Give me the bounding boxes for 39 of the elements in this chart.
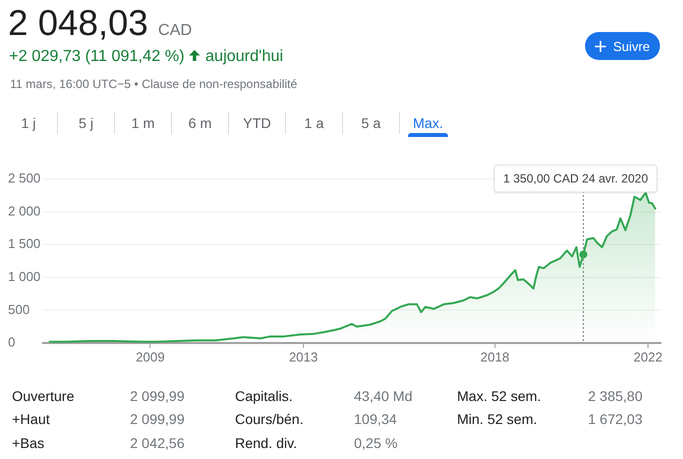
y-tick-label: 2 000 [8, 203, 41, 218]
ref-line-label: 1 350,00 CAD 24 avr. 2020 [503, 171, 648, 186]
text: 6 m [188, 114, 212, 130]
text: 0,25 % [354, 434, 398, 451]
text: 2 385,80 [588, 388, 642, 404]
text: +Bas [12, 434, 44, 451]
text: 5 j [78, 114, 94, 130]
x-tick-label: 2018 [480, 349, 510, 364]
x-tick-label: 2022 [634, 349, 662, 364]
text: 1 m [131, 114, 155, 130]
y-tick-label: 500 [8, 302, 30, 317]
text: Ouverture [12, 388, 74, 404]
text: 1 a [304, 114, 324, 130]
y-tick-label: 1 000 [8, 268, 41, 284]
text: 1 j [21, 114, 36, 130]
text: Min. 52 sem. [457, 411, 538, 428]
text: Rend. div. [235, 434, 297, 451]
y-tick-label: 2 500 [8, 170, 41, 186]
x-tick-label: 2009 [136, 349, 165, 364]
text: 1 672,03 [588, 411, 642, 428]
x-tick-label: 2013 [288, 349, 318, 364]
text: +2 029,73 (11 091,42 %) aujourd'hui [9, 48, 284, 65]
text: YTD [243, 114, 271, 130]
text: 109,34 [354, 411, 397, 428]
chart-title: 2 048,03 CAD [8, 2, 192, 44]
text: 11 mars, 16:00 UTC−5 • Clause de non-responsabilité [10, 76, 298, 91]
text: 2 099,99 [130, 388, 184, 404]
text: 43,40 Md [354, 388, 412, 404]
y-tick-label: 0 [8, 334, 16, 350]
text: +Haut [12, 411, 50, 428]
text: 5 a [361, 114, 381, 130]
y-tick-label: 1 500 [8, 236, 41, 252]
text: Max. [412, 114, 444, 130]
follow-button: Suivre [585, 32, 660, 60]
text: 2 042,56 [130, 434, 184, 451]
text: Capitalis. [235, 388, 293, 404]
text: 2 099,99 [130, 411, 184, 428]
text: Max. 52 sem. [457, 388, 542, 404]
text: Cours/bén. [235, 411, 304, 428]
